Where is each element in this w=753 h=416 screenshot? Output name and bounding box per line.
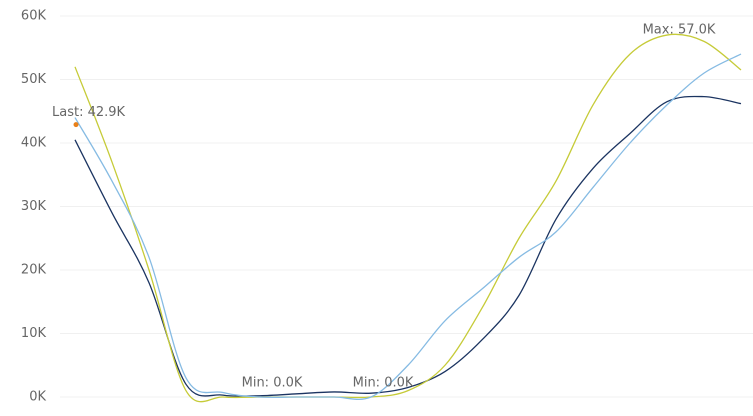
annotation-label: Max: 57.0K	[643, 23, 716, 38]
y-tick-label: 10K	[21, 326, 47, 341]
series-line	[74, 95, 742, 397]
annotation-label: Min: 0.0K	[242, 376, 303, 391]
y-tick-label: 40K	[21, 136, 47, 151]
series-line	[74, 53, 742, 400]
y-tick-label: 50K	[21, 72, 47, 87]
annotation-label: Min: 0.0K	[353, 376, 414, 391]
series-line	[74, 33, 742, 403]
y-tick-label: 0K	[29, 390, 46, 405]
y-tick-label: 60K	[21, 9, 47, 24]
annotation-label: Last: 42.9K	[52, 105, 126, 120]
y-tick-label: 20K	[21, 263, 47, 278]
last-marker	[73, 122, 79, 128]
y-tick-label: 30K	[21, 199, 47, 214]
